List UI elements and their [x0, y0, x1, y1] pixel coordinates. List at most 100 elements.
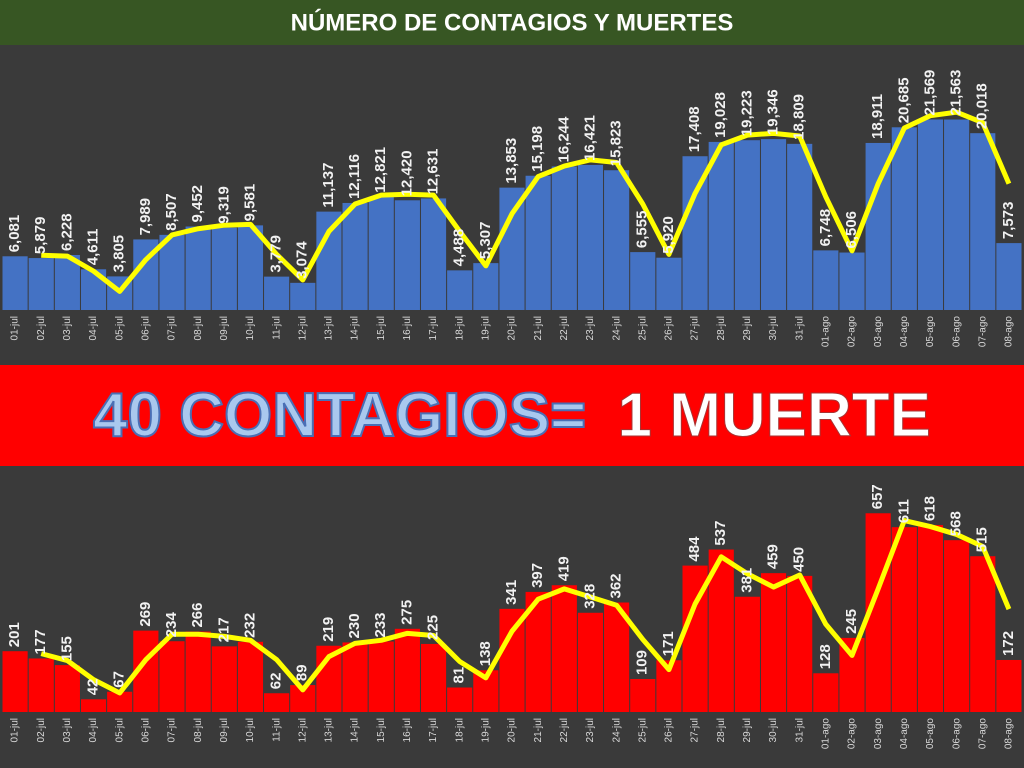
- value-label: 20,685: [895, 77, 912, 123]
- value-label: 618: [921, 496, 938, 521]
- banner-part2: 1 MUERTE: [618, 381, 931, 450]
- value-label: 217: [215, 617, 232, 642]
- x-tick-label: 01-jul: [10, 316, 21, 340]
- bar: [394, 628, 420, 712]
- trend-line: [41, 109, 1012, 294]
- value-label: 275: [398, 600, 415, 625]
- x-tick-label: 16-jul: [402, 718, 413, 742]
- bar: [944, 119, 970, 311]
- value-label: 419: [555, 556, 572, 581]
- x-tick-label: 30-jul: [768, 316, 779, 340]
- value-label: 515: [974, 527, 991, 552]
- value-label: 7,573: [1000, 202, 1017, 240]
- value-label: 81: [451, 667, 468, 684]
- value-label: 89: [294, 664, 311, 681]
- x-tick-label: 07-ago: [977, 316, 988, 348]
- value-label: 6,081: [6, 215, 23, 253]
- bar: [447, 687, 473, 712]
- bar: [185, 631, 211, 712]
- value-label: 4,488: [451, 229, 468, 267]
- value-label: 177: [32, 629, 49, 654]
- value-label: 9,452: [189, 185, 206, 223]
- x-tick-label: 08-ago: [1004, 718, 1015, 750]
- bar: [813, 673, 839, 712]
- x-tick-label: 07-jul: [167, 718, 178, 742]
- value-label: 20,018: [974, 83, 991, 129]
- bar: [316, 211, 342, 310]
- value-label: 6,555: [634, 211, 651, 249]
- x-tick-label: 02-jul: [36, 718, 47, 742]
- value-label: 21,563: [948, 70, 965, 116]
- x-tick-label: 03-ago: [873, 718, 884, 750]
- value-label: 5,307: [477, 222, 494, 260]
- x-tick-label: 15-jul: [376, 718, 387, 742]
- bar: [237, 641, 264, 712]
- bar: [630, 679, 656, 712]
- value-label: 16,421: [581, 115, 598, 161]
- x-tick-label: 13-jul: [324, 316, 335, 340]
- value-label: 5,920: [660, 216, 677, 254]
- value-label: 67: [111, 671, 128, 688]
- bar: [525, 175, 551, 310]
- value-label: 4,611: [85, 229, 102, 266]
- x-tick-label: 20-jul: [507, 718, 518, 742]
- bar: [394, 200, 420, 310]
- x-tick-label: 22-jul: [559, 718, 570, 742]
- bar: [604, 170, 630, 310]
- x-tick-label: 05-ago: [925, 718, 936, 750]
- bar: [917, 525, 944, 712]
- value-label: 5,879: [32, 217, 49, 255]
- x-tick-label: 09-jul: [219, 316, 230, 340]
- bar: [577, 612, 604, 712]
- x-tick-label: 24-jul: [611, 718, 622, 742]
- x-tick-label: 28-jul: [716, 316, 727, 340]
- bar: [368, 196, 394, 310]
- x-tick-label: 04-ago: [899, 718, 910, 750]
- bar: [159, 641, 185, 712]
- x-tick-label: 22-jul: [559, 316, 570, 340]
- value-label: 537: [712, 521, 729, 546]
- bar: [944, 540, 970, 712]
- value-label: 11,137: [320, 163, 337, 208]
- x-tick-label: 29-jul: [742, 316, 753, 340]
- bar: [54, 254, 80, 310]
- x-tick-label: 05-ago: [925, 316, 936, 348]
- value-label: 155: [58, 636, 75, 661]
- x-tick-label: 17-jul: [428, 316, 439, 340]
- value-label: 9,581: [241, 184, 258, 222]
- bar: [551, 585, 577, 712]
- bar: [760, 139, 787, 310]
- bar: [656, 257, 682, 310]
- bar: [787, 575, 813, 712]
- x-tick-label: 01-ago: [820, 316, 831, 348]
- value-label: 15,198: [529, 126, 546, 172]
- x-tick-label: 31-jul: [794, 316, 805, 340]
- value-label: 15,823: [608, 120, 625, 166]
- value-label: 269: [137, 602, 154, 627]
- bar: [473, 263, 499, 310]
- value-label: 171: [660, 631, 677, 656]
- value-label: 6,228: [58, 213, 75, 251]
- x-tick-label: 12-jul: [297, 718, 308, 742]
- value-label: 19,346: [765, 89, 782, 135]
- x-tick-label: 02-jul: [36, 316, 47, 340]
- value-label: 611: [895, 499, 912, 523]
- x-tick-label: 23-jul: [585, 316, 596, 340]
- bar: [970, 556, 996, 712]
- value-label: 13,853: [503, 138, 520, 184]
- x-tick-label: 28-jul: [716, 718, 727, 742]
- x-tick-label: 01-jul: [10, 718, 21, 742]
- bar: [499, 187, 525, 310]
- bar: [211, 646, 237, 712]
- x-tick-label: 03-jul: [62, 718, 73, 742]
- bar: [290, 282, 316, 310]
- x-tick-label: 05-jul: [114, 718, 125, 742]
- x-tick-label: 08-jul: [193, 718, 204, 742]
- bar: [734, 140, 760, 310]
- value-label: 19,028: [712, 92, 729, 138]
- value-label: 3,074: [294, 241, 311, 279]
- bar: [787, 143, 813, 310]
- x-tick-label: 16-jul: [402, 316, 413, 340]
- value-label: 172: [1000, 631, 1017, 656]
- x-tick-label: 20-jul: [507, 316, 518, 340]
